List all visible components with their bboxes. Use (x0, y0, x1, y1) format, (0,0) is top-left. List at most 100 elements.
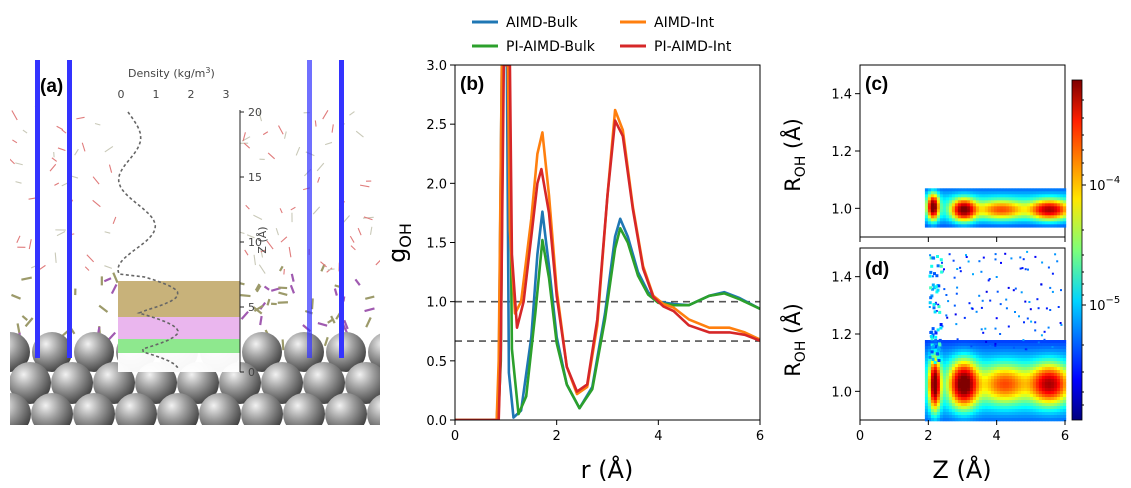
heatmap-cell (999, 200, 1004, 204)
heatmap-cell (957, 209, 962, 213)
heatmap-cell (984, 406, 989, 410)
heatmap-cell (939, 358, 944, 362)
heatmap-cell (1014, 376, 1019, 380)
heatmap-cell (1017, 373, 1022, 377)
molecule-bond (278, 125, 284, 135)
heatmap-cell (1035, 385, 1040, 389)
heatmap-cell (1011, 361, 1016, 365)
molecule-bond (15, 181, 22, 184)
molecule-bond (10, 158, 15, 165)
heatmap-cell (929, 286, 933, 290)
heatmap-cell (948, 203, 953, 207)
heatmap-cell (960, 409, 965, 413)
heatmap-cell (1056, 388, 1061, 392)
heatmap-cell (1023, 352, 1028, 356)
heatmap-cell (975, 194, 980, 198)
heatmap-cell (978, 355, 983, 359)
heatmap-cell (1008, 373, 1013, 377)
heatmap-cell (1029, 415, 1034, 419)
heatmap-cell (1059, 203, 1064, 207)
heatmap-cell (924, 340, 929, 344)
heatmap-cell (1005, 349, 1010, 353)
molecule-bond (343, 215, 350, 223)
heatmap-cell (1032, 206, 1037, 210)
heatmap-cell (1020, 291, 1023, 294)
heatmap-cell (1044, 361, 1049, 365)
molecule-bond (281, 339, 285, 351)
heatmap-cell (1017, 206, 1022, 210)
heatmap-cell (957, 206, 962, 210)
heatmap-cell (927, 373, 932, 377)
heatmap-cell (1014, 191, 1019, 195)
heatmap-cell (984, 394, 989, 398)
heatmap-cell (1038, 218, 1043, 222)
heatmap-cell (1035, 188, 1040, 192)
molecule-bond (86, 254, 95, 263)
molecule-bond (104, 146, 114, 153)
heatmap-cell (1012, 289, 1015, 292)
heatmap-cell (1011, 218, 1016, 222)
heatmap-cell (1017, 203, 1022, 207)
heatmap-cell (1044, 373, 1049, 377)
heatmap-cell (1062, 209, 1067, 213)
heatmap-cell (978, 194, 983, 198)
heatmap-cell (951, 340, 956, 344)
heatmap-cell (1002, 382, 1007, 386)
heatmap-cell (987, 197, 992, 201)
x-axis-label-d: Z (Å) (932, 455, 991, 484)
heatmap-cell (978, 418, 983, 422)
heatmap-cell (1035, 379, 1040, 383)
heatmap-cell (1038, 188, 1043, 192)
heatmap-cell (1044, 206, 1049, 210)
heatmap-cell (1011, 367, 1016, 371)
heatmap-cell (1005, 373, 1010, 377)
heatmap-cell (1017, 388, 1022, 392)
heatmap-cell (1047, 188, 1052, 192)
heatmap-cell (1011, 203, 1016, 207)
heatmap-cell (939, 355, 944, 359)
molecule-bond (49, 163, 57, 172)
heatmap-cell (933, 400, 938, 404)
heatmap-cell (933, 200, 938, 204)
heatmap-cell (960, 412, 965, 416)
heatmap-cell (933, 194, 938, 198)
heatmap-cell (963, 340, 968, 344)
heatmap-cell (954, 197, 959, 201)
heatmap-cell (927, 218, 932, 222)
heatmap-cell (1014, 194, 1019, 198)
heatmap-cell (984, 212, 989, 216)
heatmap-cell (954, 397, 959, 401)
heatmap-cell (996, 209, 1001, 213)
heatmap-cell (999, 218, 1004, 222)
metal-atom (284, 332, 324, 372)
heatmap-cell (978, 409, 983, 413)
heatmap-cell (978, 191, 983, 195)
heatmap-cell (981, 200, 986, 204)
metal-atom (10, 393, 31, 425)
heatmap-cell (933, 224, 938, 228)
heatmap-cell (1002, 406, 1007, 410)
heatmap-cell (942, 394, 947, 398)
heatmap-cell (957, 379, 962, 383)
heatmap-cell (954, 364, 959, 368)
heatmap-cell (1026, 250, 1029, 253)
heatmap-cell (924, 358, 929, 362)
heatmap-cell (1026, 209, 1031, 213)
heatmap-cell (942, 361, 947, 365)
heatmap-cell (999, 221, 1004, 225)
heatmap-cell (1020, 218, 1025, 222)
heatmap-cell (933, 218, 938, 222)
heatmap-cell (1005, 394, 1010, 398)
heatmap-cell (1038, 385, 1043, 389)
heatmap-cell (933, 349, 938, 353)
heatmap-cell (960, 379, 965, 383)
heatmap-cell (942, 343, 947, 347)
heatmap-cell (963, 409, 968, 413)
heatmap-cell (963, 316, 966, 319)
heatmap-cell (1035, 397, 1040, 401)
heatmap-cell (1056, 391, 1061, 395)
heatmap-cell (1041, 415, 1046, 419)
heatmap-cell (975, 397, 980, 401)
molecule-bond (365, 295, 375, 300)
heatmap-cell (957, 415, 962, 419)
